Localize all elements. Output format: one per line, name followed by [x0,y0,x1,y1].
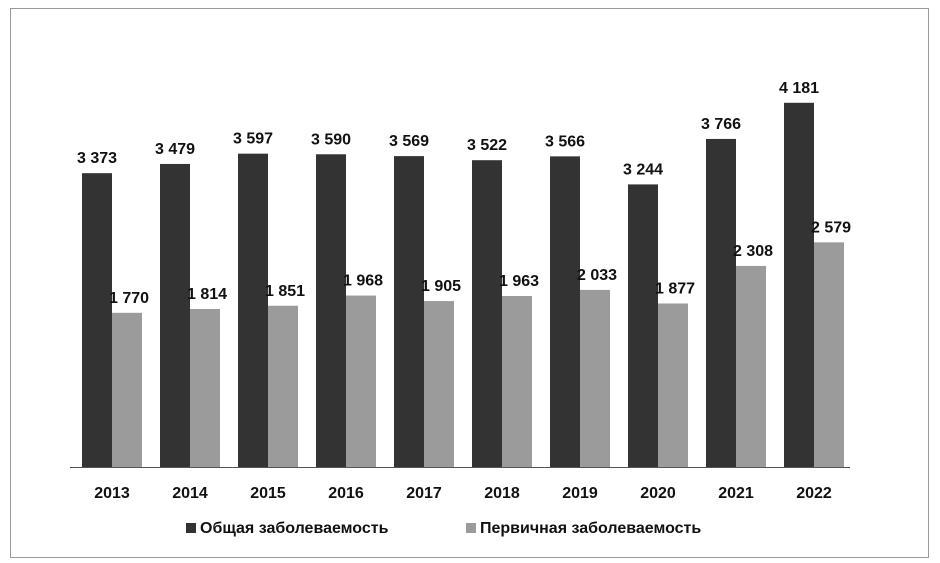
bar-primary-2022 [814,242,844,467]
legend-swatch-primary [466,523,476,533]
value-label-primary-2015: 1 851 [265,283,305,300]
value-label-total-2013: 3 373 [77,150,117,167]
bar-primary-2021 [736,265,766,467]
value-label-primary-2017: 1 905 [421,278,461,295]
value-label-total-2015: 3 597 [233,131,273,148]
value-label-primary-2016: 1 968 [343,273,383,290]
value-label-total-2021: 3 766 [701,116,741,133]
bar-primary-2018 [502,296,532,467]
x-tick-2017: 2017 [406,485,442,502]
bar-primary-2014 [190,308,220,467]
bar-primary-2020 [658,303,688,467]
value-label-total-2022: 4 181 [779,80,819,97]
bar-primary-2017 [424,301,454,467]
value-labels-layer: 3 373 1 770 3 479 1 814 3 597 1 851 3 590 1 968… [77,80,851,307]
x-tick-2021: 2021 [718,485,754,502]
bar-total-2013 [82,173,112,467]
x-tick-2018: 2018 [484,485,520,502]
x-tick-2014: 2014 [172,485,208,502]
bar-total-2014 [160,163,190,468]
x-tick-2016: 2016 [328,485,364,502]
bar-primary-2013 [112,312,142,467]
value-label-primary-2018: 1 963 [499,273,539,290]
bar-total-2018 [472,160,502,467]
value-label-primary-2020: 1 877 [655,280,695,297]
value-label-total-2016: 3 590 [311,131,351,148]
value-label-total-2018: 3 522 [467,137,507,154]
value-label-total-2014: 3 479 [155,141,195,158]
value-label-total-2019: 3 566 [545,133,585,150]
legend: Общая заболеваемость Первичная заболевае… [186,520,701,537]
value-label-primary-2019: 2 033 [577,267,617,284]
legend-label-primary: Первичная заболеваемость [480,520,701,537]
value-label-total-2017: 3 569 [389,133,429,150]
value-label-primary-2021: 2 308 [733,243,773,260]
bar-total-2022 [784,102,814,467]
value-label-primary-2013: 1 770 [109,290,149,307]
bar-total-2015 [238,153,268,468]
x-tick-2020: 2020 [640,485,676,502]
bar-total-2017 [394,156,424,467]
bar-primary-2016 [346,295,376,467]
legend-label-total: Общая заболеваемость [200,520,389,537]
value-label-primary-2014: 1 814 [187,286,227,303]
value-label-total-2020: 3 244 [623,161,663,178]
bar-primary-2019 [580,289,610,467]
bar-total-2019 [550,156,580,468]
x-tick-2022: 2022 [796,485,832,502]
bar-total-2016 [316,154,346,467]
x-tick-2019: 2019 [562,485,598,502]
bar-primary-2015 [268,305,298,467]
legend-swatch-total [186,523,196,533]
chart-frame [10,8,929,558]
x-tick-labels: 2013 2014 2015 2016 2017 2018 2019 2020 2021 2022 [94,485,832,502]
x-tick-2013: 2013 [94,485,130,502]
bar-total-2021 [706,138,736,467]
value-label-primary-2022: 2 579 [811,219,851,236]
bar-total-2020 [628,184,658,467]
bars-layer [82,102,844,468]
x-tick-2015: 2015 [250,485,286,502]
